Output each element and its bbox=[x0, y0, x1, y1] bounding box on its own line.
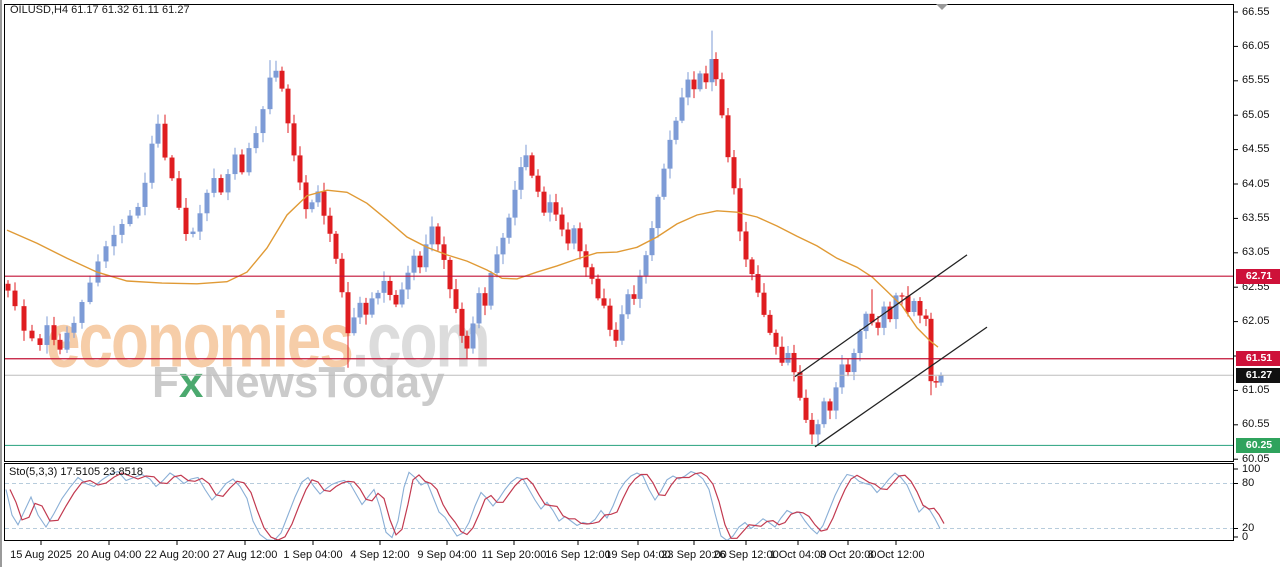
sto-axis-label: 20 bbox=[1242, 522, 1255, 534]
watermark-tagline: FxNewsToday bbox=[152, 358, 445, 407]
time-axis-label[interactable]: 15 Aug 2025 bbox=[10, 549, 72, 561]
time-axis-label[interactable]: 4 Sep 12:00 bbox=[350, 549, 410, 561]
time-axis-label[interactable]: 23 Sep 20:00 bbox=[661, 549, 727, 561]
sto-panel-frame bbox=[4, 463, 1234, 541]
price-axis-label: 64.55 bbox=[1242, 143, 1270, 156]
price-badge-61.27: 61.27 bbox=[1236, 367, 1280, 383]
price-axis-label: 62.05 bbox=[1242, 315, 1270, 328]
price-axis-label: 66.55 bbox=[1242, 5, 1270, 18]
price-badge-62.71: 62.71 bbox=[1236, 268, 1280, 284]
time-axis-label[interactable]: 26 Sep 12:00 bbox=[713, 549, 779, 561]
stochastic-label: Sto(5,3,3) 17.5105 23.8518 bbox=[9, 466, 143, 478]
candles bbox=[5, 30, 944, 445]
time-axis-label[interactable]: 19 Sep 04:00 bbox=[605, 549, 671, 561]
time-axis-label[interactable]: 20 Aug 04:00 bbox=[76, 549, 142, 561]
price-axis-label: 63.55 bbox=[1242, 211, 1270, 224]
sto-k-line bbox=[5, 470, 941, 540]
sto-axis-label: 0 bbox=[1242, 530, 1249, 543]
moving-average-line[interactable] bbox=[6, 189, 939, 348]
price-axis-label: 63.05 bbox=[1242, 246, 1270, 259]
time-axis-label[interactable]: 11 Sep 20:00 bbox=[481, 549, 547, 561]
time-axis-label[interactable]: 27 Aug 12:00 bbox=[212, 549, 278, 561]
sto-axis-label: 100 bbox=[1242, 462, 1261, 475]
price-axis-label: 61.05 bbox=[1242, 383, 1270, 396]
time-axis-label[interactable]: 16 Sep 12:00 bbox=[545, 549, 611, 561]
price-axis-label: 65.05 bbox=[1242, 108, 1270, 121]
trendline-lower[interactable] bbox=[814, 326, 988, 448]
price-axis-label: 65.55 bbox=[1242, 74, 1270, 87]
price-badge-61.51: 61.51 bbox=[1236, 351, 1280, 367]
time-axis-label[interactable]: 3 Oct 20:00 bbox=[819, 549, 877, 561]
sto-d-line bbox=[9, 471, 945, 540]
price-axis-label: 60.05 bbox=[1242, 452, 1270, 465]
axis-ticks bbox=[40, 11, 1238, 545]
price-axis-label: 64.05 bbox=[1242, 177, 1270, 190]
chart-shift-marker-icon[interactable] bbox=[936, 4, 948, 10]
time-axis-label[interactable]: 22 Aug 20:00 bbox=[144, 549, 210, 561]
trendline-upper[interactable] bbox=[794, 254, 968, 378]
time-axis-label[interactable]: 9 Sep 04:00 bbox=[417, 549, 477, 561]
price-badge-60.25: 60.25 bbox=[1236, 437, 1280, 453]
main-chart-area[interactable] bbox=[5, 30, 1233, 448]
time-axis-label[interactable]: 1 Oct 04:00 bbox=[769, 549, 827, 561]
main-panel-frame bbox=[4, 4, 1234, 462]
price-axis-label: 66.05 bbox=[1242, 39, 1270, 52]
chart-title: OILUSD,H4 61.17 61.32 61.11 61.27 bbox=[10, 4, 190, 16]
sto-axis-label: 80 bbox=[1242, 477, 1255, 489]
price-axis-label: 62.55 bbox=[1242, 280, 1270, 293]
stochastic-area[interactable] bbox=[5, 470, 1233, 541]
price-axis-label: 60.55 bbox=[1242, 418, 1270, 431]
time-axis-label[interactable]: 8 Oct 12:00 bbox=[867, 549, 925, 561]
time-axis-label[interactable]: 1 Sep 04:00 bbox=[283, 549, 343, 561]
